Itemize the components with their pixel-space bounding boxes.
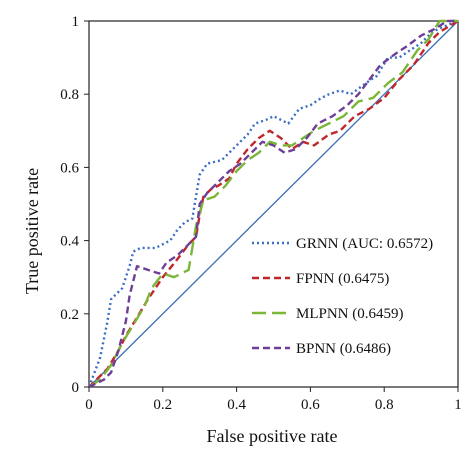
y-tick-label: 0.4 (60, 234, 79, 250)
series-layer (87, 19, 459, 389)
y-tick-label: 0.8 (60, 87, 79, 103)
x-tick-label: 0.4 (227, 397, 246, 413)
series-line-4 (88, 19, 458, 389)
y-axis-title: True positive rate (22, 168, 42, 294)
series-line-3 (88, 19, 458, 389)
legend-label-3: MLPNN (0.6459) (296, 306, 404, 322)
y-tick-label: 1 (72, 14, 80, 30)
plot-border (88, 20, 459, 388)
x-tick-label: 0.6 (301, 397, 320, 413)
y-tick-label: 0.2 (60, 307, 79, 323)
legend-label-2: FPNN (0.6475) (296, 271, 389, 287)
legend: GRNN (AUC: 0.6572) FPNN (0.6475) MLPNN (0.… (252, 236, 433, 357)
series-line-2 (88, 19, 459, 388)
x-tick-label: 1 (454, 397, 462, 413)
y-tick-label: 0.6 (60, 160, 79, 176)
series-line-1 (87, 19, 459, 388)
x-axis-title: False positive rate (207, 426, 338, 446)
diagonal-line (88, 20, 459, 388)
plot-frame (88, 20, 459, 388)
axis-ticks: 0 0.2 0.4 0.6 0.8 1 0 0.2 0.4 0.6 0.8 1 (60, 14, 462, 413)
legend-label-1: GRNN (AUC: 0.6572) (296, 236, 433, 252)
y-tick-label: 0 (72, 380, 80, 396)
diagonal-reference (88, 20, 459, 388)
x-tick-label: 0 (85, 397, 93, 413)
x-tick-label: 0.8 (375, 397, 394, 413)
legend-label-4: BPNN (0.6486) (296, 341, 391, 357)
x-tick-label: 0.2 (153, 397, 172, 413)
